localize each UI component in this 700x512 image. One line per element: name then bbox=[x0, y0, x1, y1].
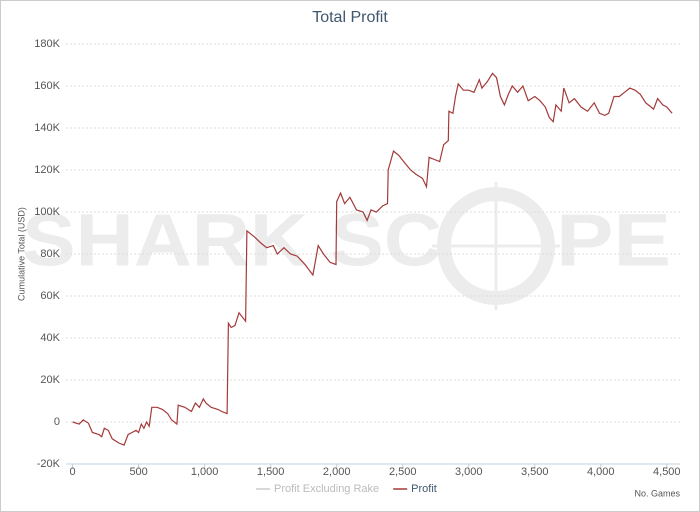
legend-label[interactable]: Profit Excluding Rake bbox=[274, 483, 379, 495]
y-tick-label: 20K bbox=[40, 374, 60, 386]
profit-line bbox=[72, 72, 673, 446]
x-tick-label: 500 bbox=[129, 466, 147, 478]
chart-title: Total Profit bbox=[312, 9, 388, 26]
x-tick-label: 0 bbox=[70, 466, 76, 478]
x-tick-label: 3,500 bbox=[521, 466, 549, 478]
y-tick-label: 140K bbox=[34, 122, 60, 134]
y-tick-label: 60K bbox=[40, 290, 60, 302]
y-tick-label: 120K bbox=[34, 164, 60, 176]
x-tick-label: 1,500 bbox=[257, 466, 285, 478]
y-tick-label: 160K bbox=[34, 80, 60, 92]
x-tick-label: 2,000 bbox=[323, 466, 351, 478]
x-tick-label: 3,000 bbox=[455, 466, 483, 478]
y-tick-label: 180K bbox=[34, 38, 60, 50]
x-tick-label: 4,000 bbox=[587, 466, 615, 478]
y-tick-label: 80K bbox=[40, 248, 60, 260]
x-axis-title: No. Games bbox=[634, 488, 680, 498]
y-tick-label: -20K bbox=[37, 458, 61, 470]
x-tick-label: 1,000 bbox=[191, 466, 219, 478]
watermark-text: PE bbox=[556, 199, 671, 282]
y-tick-label: 100K bbox=[34, 206, 60, 218]
x-tick-label: 4,500 bbox=[653, 466, 681, 478]
y-tick-label: 0 bbox=[54, 416, 60, 428]
watermark-text: SHARK SC bbox=[22, 199, 442, 282]
y-axis-title: Cumulative Total (USD) bbox=[16, 207, 26, 301]
x-tick-label: 2,500 bbox=[389, 466, 417, 478]
legend-label[interactable]: Profit bbox=[411, 483, 437, 495]
y-tick-label: 40K bbox=[40, 332, 60, 344]
